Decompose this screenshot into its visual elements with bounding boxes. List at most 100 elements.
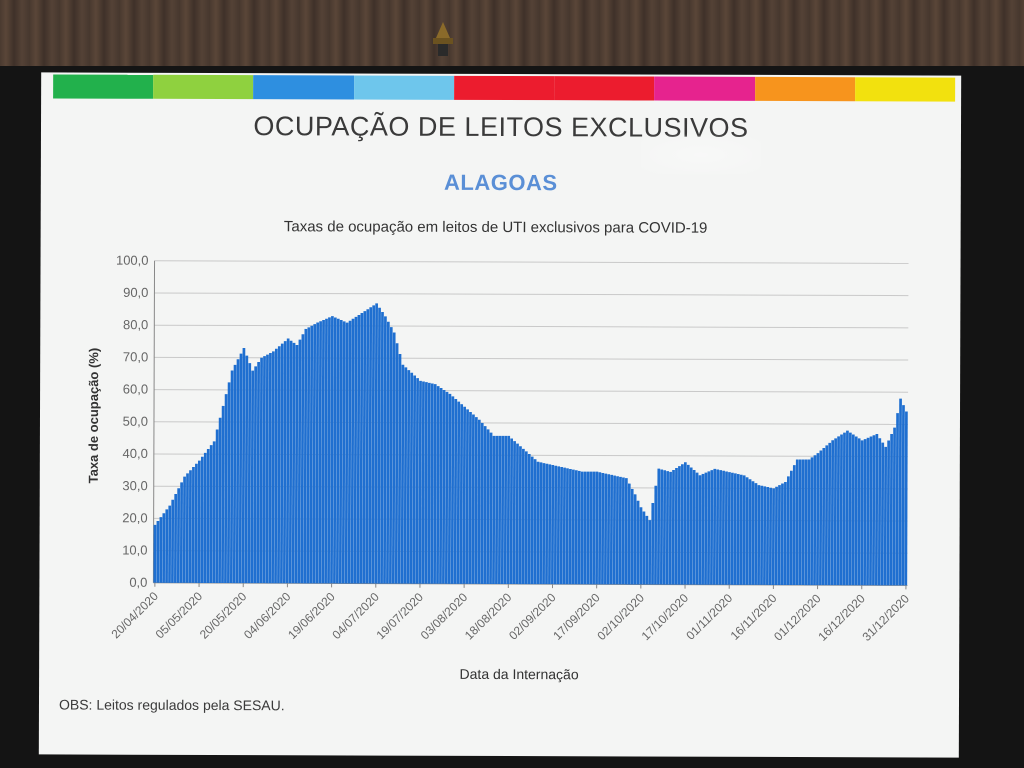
wood-wall <box>0 0 1024 72</box>
bar <box>574 470 578 585</box>
bar <box>250 370 255 584</box>
bar <box>477 419 481 584</box>
bar <box>406 370 411 584</box>
bar <box>403 367 408 584</box>
bar <box>783 481 787 586</box>
bar <box>710 470 714 585</box>
bar <box>556 466 561 585</box>
bar <box>444 391 449 584</box>
bar <box>182 476 186 583</box>
bar <box>280 343 284 584</box>
bar <box>612 475 616 585</box>
bar <box>374 303 378 584</box>
bar <box>397 353 402 584</box>
x-tick-label: 31/12/2020 <box>860 591 913 643</box>
bar <box>179 482 183 583</box>
bar <box>241 348 246 584</box>
bar <box>780 483 784 585</box>
bar <box>327 317 331 584</box>
bar <box>232 364 237 584</box>
gridline <box>154 292 909 297</box>
bar <box>704 472 708 585</box>
bar <box>660 469 664 585</box>
bar <box>863 439 867 586</box>
bar <box>415 378 419 584</box>
bar <box>760 485 764 585</box>
bar <box>506 435 511 585</box>
bar <box>536 461 540 585</box>
bar <box>615 476 619 585</box>
bar <box>904 411 908 586</box>
bar <box>356 314 361 584</box>
bar <box>533 459 537 585</box>
bar <box>427 382 431 584</box>
bar <box>739 474 743 585</box>
bar <box>698 475 702 585</box>
bar <box>418 380 422 584</box>
bar <box>515 443 519 585</box>
bar <box>227 382 231 584</box>
bar <box>271 351 275 584</box>
bar <box>512 441 516 585</box>
bar <box>733 473 737 585</box>
bar <box>500 435 505 585</box>
bar <box>162 513 166 583</box>
bar <box>474 417 478 584</box>
bar <box>224 394 228 584</box>
bar <box>365 309 370 584</box>
x-tick-label: 01/11/2020 <box>683 591 735 643</box>
bar <box>757 485 761 585</box>
bar <box>495 435 499 584</box>
bar <box>689 467 693 585</box>
bar <box>421 381 425 584</box>
bar <box>674 468 678 585</box>
y-tick-label: 60,0 <box>123 381 148 396</box>
bar <box>813 455 817 586</box>
gridline <box>154 260 909 264</box>
bar <box>391 332 396 584</box>
bar <box>330 316 334 584</box>
bar <box>333 317 337 584</box>
bar <box>176 488 181 583</box>
bar <box>324 318 328 584</box>
bar <box>589 471 593 585</box>
bar <box>309 325 314 584</box>
bar <box>598 472 602 585</box>
gridline <box>154 324 909 329</box>
bar <box>577 470 581 585</box>
bar <box>203 452 207 583</box>
bar <box>306 327 311 584</box>
bar <box>798 459 802 586</box>
bar <box>153 524 157 583</box>
bar <box>836 436 840 586</box>
bar <box>889 434 893 586</box>
bar <box>636 500 640 585</box>
bar <box>727 472 731 585</box>
bar <box>238 353 243 584</box>
bar <box>851 434 855 586</box>
bar <box>430 383 434 584</box>
bar <box>580 471 584 585</box>
bar <box>433 384 437 584</box>
bar <box>530 456 534 585</box>
bar <box>483 426 487 584</box>
bar <box>807 459 811 586</box>
bar <box>630 488 634 585</box>
y-tick-label: 80,0 <box>123 317 148 332</box>
bar <box>362 311 367 584</box>
bar <box>383 316 387 584</box>
y-tick-labels: 0,0 10,0 20,0 30,0 40,0 50,0 60,0 70,0 80,0 90,0 1… <box>116 253 149 590</box>
bar <box>527 454 531 585</box>
y-tick-label: 50,0 <box>123 414 148 429</box>
bar <box>197 460 201 583</box>
bar <box>877 438 882 586</box>
bar <box>742 475 746 585</box>
bar <box>353 316 358 584</box>
y-tick-label: 70,0 <box>123 349 148 364</box>
bar <box>833 438 837 586</box>
x-axis-label: Data da Internação <box>460 666 579 682</box>
bar <box>886 440 890 586</box>
bar <box>671 469 675 585</box>
bar <box>168 505 172 583</box>
y-axis-label: Taxa de ocupação (%) <box>86 348 101 484</box>
